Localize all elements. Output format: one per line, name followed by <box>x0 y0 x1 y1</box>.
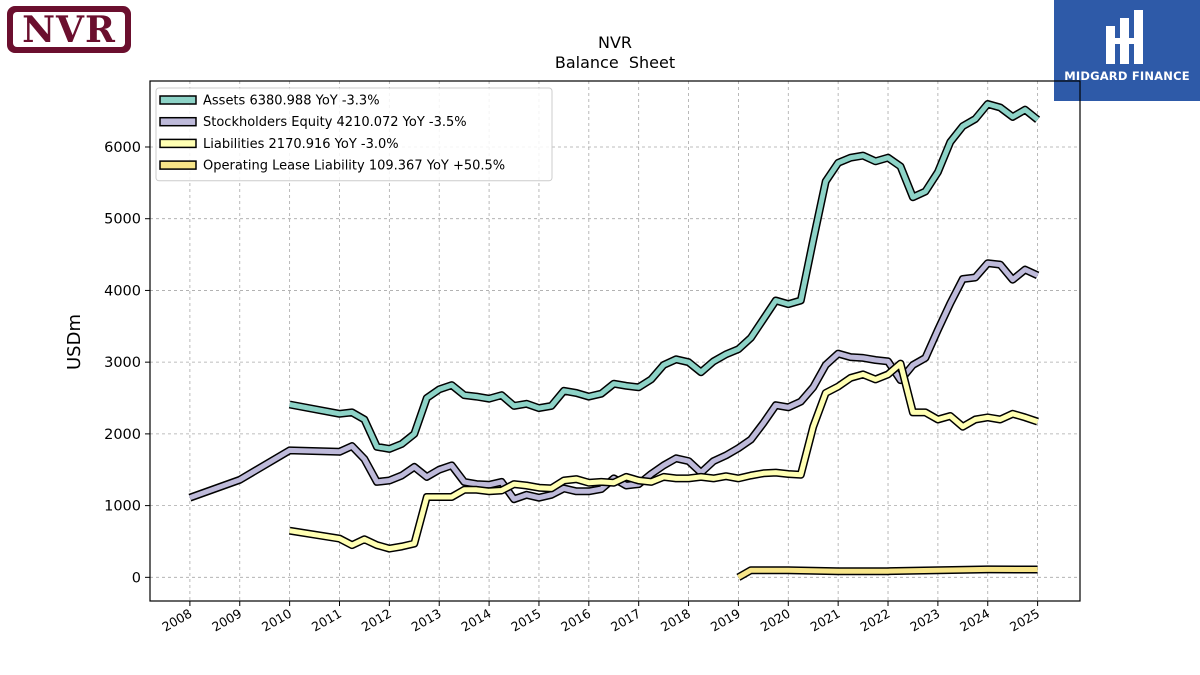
legend-swatch-assets <box>159 95 197 105</box>
chart-subtitle: Balance Sheet <box>555 53 675 72</box>
series-liabilities <box>288 359 1039 553</box>
nvr-logo-text: NVR <box>22 8 116 51</box>
series-assets <box>288 100 1041 453</box>
y-tick-label: 6000 <box>104 140 141 156</box>
series-stockholders-equity <box>188 259 1040 504</box>
series-line-assets <box>289 101 1040 452</box>
x-tick-label: 2017 <box>608 606 643 635</box>
x-tick-label: 2025 <box>1007 606 1042 635</box>
chart-title: NVR <box>598 33 632 52</box>
y-tick-label: 1000 <box>104 499 141 515</box>
y-tick-label: 4000 <box>104 283 141 299</box>
x-tick-label: 2011 <box>309 606 344 635</box>
y-tick-label: 0 <box>132 570 141 586</box>
x-tick-label: 2009 <box>209 606 244 635</box>
x-tick-label: 2012 <box>359 606 394 635</box>
x-tick-label: 2023 <box>907 606 942 635</box>
legend-label-assets: Assets 6380.988 YoY -3.3% <box>203 94 380 109</box>
x-tick-label: 2021 <box>808 606 843 635</box>
legend-swatch-operating-lease-liability <box>159 160 197 170</box>
midgard-finance-text: MIDGARD FINANCE <box>1064 69 1190 83</box>
series-outline-liabilities <box>288 359 1039 553</box>
midgard-monogram-icon <box>1106 10 1143 64</box>
legend-swatch-liabilities <box>159 138 197 149</box>
series-line-liabilities <box>289 361 1039 552</box>
x-tick-label: 2016 <box>558 606 593 635</box>
x-tick-label: 2014 <box>459 606 494 635</box>
legend-box <box>155 87 553 182</box>
x-tick-label: 2020 <box>758 606 793 635</box>
y-tick-label: 2000 <box>104 427 141 443</box>
x-tick-label: 2015 <box>508 606 543 635</box>
y-tick-label: 3000 <box>104 355 141 371</box>
legend-label-stockholders-equity: Stockholders Equity 4210.072 YoY -3.5% <box>203 115 467 130</box>
series-line-operating-lease-liability <box>737 566 1038 580</box>
x-tick-label: 2022 <box>857 606 892 635</box>
x-tick-label: 2018 <box>658 606 693 635</box>
axis-ticks: 2008 2009 2010 2011 2012 2013 2014 2015 2016 2017… <box>104 140 1042 635</box>
legend-swatch-stockholders-equity <box>159 116 197 127</box>
series-line-stockholders-equity <box>189 260 1039 502</box>
legend-label-operating-lease-liability: Operating Lease Liability 109.367 YoY +5… <box>203 159 505 174</box>
x-tick-label: 2013 <box>409 606 444 635</box>
x-tick-label: 2008 <box>159 606 194 635</box>
y-tick-label: 5000 <box>104 212 141 228</box>
nvr-logo: NVR <box>7 6 131 53</box>
y-axis-label: USDm <box>64 314 85 370</box>
x-tick-label: 2024 <box>957 606 992 635</box>
nvr-logo-frame: NVR <box>13 8 125 51</box>
legend: Assets 6380.988 YoY -3.3% Stockholders Eq… <box>155 87 553 182</box>
series-operating-lease-liability <box>736 565 1038 581</box>
x-tick-label: 2019 <box>708 606 743 635</box>
x-tick-label: 2010 <box>259 606 294 635</box>
legend-label-liabilities: Liabilities 2170.916 YoY -3.0% <box>203 137 399 152</box>
midgard-finance-logo: MIDGARD FINANCE <box>1054 0 1200 101</box>
plot-frame <box>149 80 1081 602</box>
series-layer <box>188 100 1041 581</box>
